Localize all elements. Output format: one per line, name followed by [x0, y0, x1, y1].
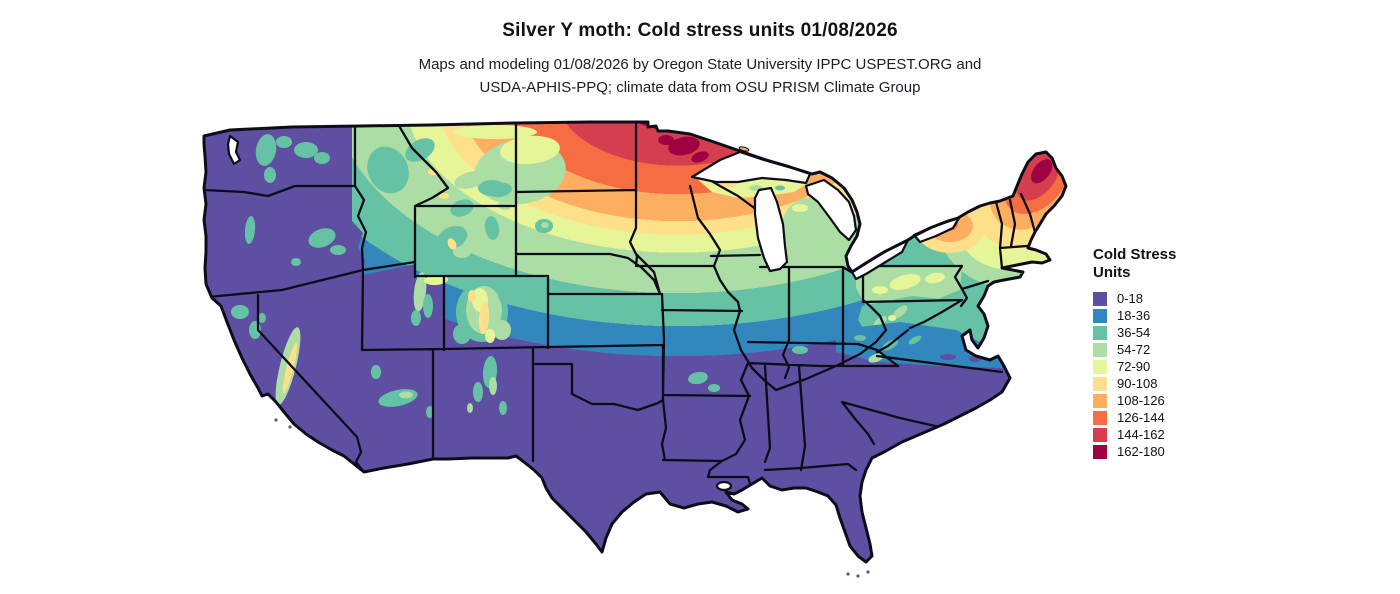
legend-label: 108-126 — [1117, 393, 1165, 408]
legend-item: 90-108 — [1093, 375, 1213, 392]
legend-item: 144-162 — [1093, 426, 1213, 443]
lake-pontchartrain — [715, 480, 733, 492]
legend-label: 90-108 — [1117, 376, 1158, 391]
legend-swatch — [1093, 359, 1107, 374]
lake-huron — [804, 178, 858, 242]
minnesota-hotspot-core — [658, 135, 709, 163]
legend-swatch — [1093, 325, 1107, 340]
legend-item: 54-72 — [1093, 341, 1213, 358]
legend-title-line1: Cold Stress — [1093, 246, 1177, 263]
legend-swatch — [1093, 410, 1107, 425]
puget-sound — [226, 134, 242, 166]
legend-label: 162-180 — [1117, 444, 1165, 459]
legend-label: 18-36 — [1117, 308, 1151, 323]
legend-swatch — [1093, 393, 1107, 408]
legend-item: 36-54 — [1093, 324, 1213, 341]
map-fill-layers — [204, 122, 1066, 562]
legend-item: 162-180 — [1093, 443, 1213, 460]
legend-swatch — [1093, 444, 1107, 459]
legend-item: 108-126 — [1093, 392, 1213, 409]
legend-item: 72-90 — [1093, 358, 1213, 375]
islands — [274, 146, 870, 578]
legend-swatch — [1093, 427, 1107, 442]
legend-label: 36-54 — [1117, 325, 1151, 340]
legend-item: 0-18 — [1093, 290, 1213, 307]
legend: Cold Stress Units 0-18 18-36 36-54 54-72 72-… — [1093, 246, 1213, 460]
great-lakes — [226, 134, 961, 492]
legend-item: 126-144 — [1093, 409, 1213, 426]
legend-label: 0-18 — [1117, 291, 1144, 306]
map-subtitle-line2: USDA-APHIS-PPQ; climate data from OSU PR… — [479, 79, 921, 96]
lake-superior — [690, 150, 812, 185]
legend-swatch — [1093, 308, 1107, 323]
legend-item: 18-36 — [1093, 307, 1213, 324]
map-subtitle-line1: Maps and modeling 01/08/2026 by Oregon S… — [418, 56, 982, 73]
legend-swatch — [1093, 291, 1107, 306]
lake-michigan — [753, 186, 789, 273]
legend-label: 126-144 — [1117, 410, 1165, 425]
map-title: Silver Y moth: Cold stress units 01/08/2… — [502, 20, 898, 41]
state-borders — [204, 122, 1042, 497]
legend-items: 0-18 18-36 36-54 54-72 72-90 90-108 108-126 126… — [1093, 290, 1213, 460]
legend-swatch — [1093, 376, 1107, 391]
legend-label: 72-90 — [1117, 359, 1151, 374]
legend-title-line2: Units — [1093, 264, 1131, 281]
legend-label: 54-72 — [1117, 342, 1151, 357]
legend-swatch — [1093, 342, 1107, 357]
legend-label: 144-162 — [1117, 427, 1165, 442]
michigan-green-patch — [782, 198, 834, 258]
conus-outline — [202, 120, 1068, 564]
